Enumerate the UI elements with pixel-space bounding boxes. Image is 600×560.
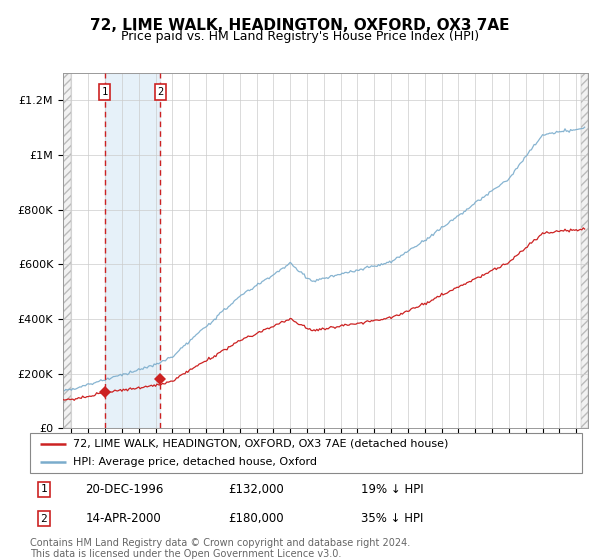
Text: £132,000: £132,000 xyxy=(229,483,284,496)
Text: HPI: Average price, detached house, Oxford: HPI: Average price, detached house, Oxfo… xyxy=(73,458,317,467)
Text: 72, LIME WALK, HEADINGTON, OXFORD, OX3 7AE (detached house): 72, LIME WALK, HEADINGTON, OXFORD, OX3 7… xyxy=(73,439,448,449)
Text: 2: 2 xyxy=(40,514,47,524)
Text: 19% ↓ HPI: 19% ↓ HPI xyxy=(361,483,424,496)
Text: 14-APR-2000: 14-APR-2000 xyxy=(85,512,161,525)
Text: 20-DEC-1996: 20-DEC-1996 xyxy=(85,483,164,496)
Text: £180,000: £180,000 xyxy=(229,512,284,525)
Bar xyxy=(104,73,160,428)
Bar xyxy=(581,73,588,428)
Text: 72, LIME WALK, HEADINGTON, OXFORD, OX3 7AE: 72, LIME WALK, HEADINGTON, OXFORD, OX3 7… xyxy=(90,18,510,33)
Text: 35% ↓ HPI: 35% ↓ HPI xyxy=(361,512,424,525)
Bar xyxy=(63,73,71,428)
Text: Contains HM Land Registry data © Crown copyright and database right 2024.
This d: Contains HM Land Registry data © Crown c… xyxy=(30,538,410,559)
Text: 1: 1 xyxy=(101,87,107,97)
Text: 1: 1 xyxy=(40,484,47,494)
Text: 2: 2 xyxy=(157,87,163,97)
Bar xyxy=(63,73,71,428)
Text: Price paid vs. HM Land Registry's House Price Index (HPI): Price paid vs. HM Land Registry's House … xyxy=(121,30,479,43)
Bar xyxy=(581,73,588,428)
